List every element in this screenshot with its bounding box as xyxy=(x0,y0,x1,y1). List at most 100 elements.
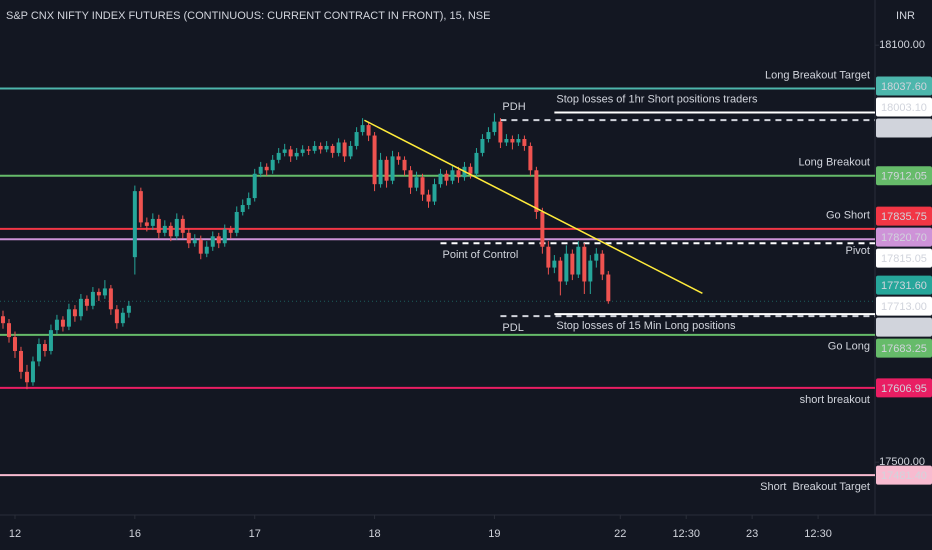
price-label: 18037.60 xyxy=(881,81,927,93)
level-label: Pivot xyxy=(846,245,870,257)
candle-body xyxy=(6,323,11,338)
price-box xyxy=(876,296,932,316)
candle-body xyxy=(528,145,533,171)
candle-body xyxy=(270,159,275,171)
candle-body xyxy=(516,139,521,143)
candle-body xyxy=(72,309,77,317)
price-label: 17912.05 xyxy=(881,171,927,183)
y-tick-label: 17500.00 xyxy=(879,456,925,468)
trendline xyxy=(364,119,703,294)
candle-body xyxy=(150,218,155,226)
candle-body xyxy=(222,229,227,244)
candle-body xyxy=(210,236,215,247)
price-label: 17606.95 xyxy=(881,383,927,395)
candle-body xyxy=(162,225,167,233)
candle-body xyxy=(240,205,245,212)
candle-body xyxy=(36,344,41,362)
candle-body xyxy=(174,218,179,237)
price-box xyxy=(876,166,932,186)
candle-body xyxy=(180,218,185,233)
x-tick-label: 17 xyxy=(249,528,261,540)
candle-body xyxy=(570,253,575,275)
candle-body xyxy=(318,145,323,150)
candle-body xyxy=(486,132,491,140)
price-label: 17835.75 xyxy=(881,211,927,223)
x-tick-label: 22 xyxy=(614,528,626,540)
price-box xyxy=(876,465,932,485)
price-box xyxy=(876,76,932,96)
price-box xyxy=(876,97,932,117)
candle-body xyxy=(384,159,389,181)
price-label: 17992.20 xyxy=(881,123,927,135)
candle-body xyxy=(168,225,173,237)
candle-body xyxy=(252,173,257,199)
candle-body xyxy=(348,145,353,157)
candle-body xyxy=(420,177,425,195)
level-label: PDL xyxy=(502,322,523,334)
candle-body xyxy=(438,173,443,185)
level-label: Go Short xyxy=(826,210,870,222)
candle-body xyxy=(114,309,119,324)
candle-body xyxy=(294,152,299,157)
price-label: 18003.10 xyxy=(881,102,927,114)
candle-body xyxy=(90,291,95,306)
candle-body xyxy=(198,239,203,254)
candle-body xyxy=(24,371,29,383)
candle-body xyxy=(564,253,569,282)
candle-body xyxy=(378,159,383,185)
level-label: short breakout xyxy=(800,394,870,406)
candle-body xyxy=(312,145,317,151)
candle-body xyxy=(606,274,611,302)
level-label: Long Breakout xyxy=(798,157,870,169)
candle-body xyxy=(132,191,137,258)
candle-body xyxy=(582,246,587,282)
candle-body xyxy=(456,170,461,178)
x-tick-label: 19 xyxy=(488,528,500,540)
candle-body xyxy=(594,253,599,261)
candle-body xyxy=(336,142,341,153)
candle-body xyxy=(126,305,131,313)
candle-body xyxy=(540,211,545,247)
candle-body xyxy=(78,298,83,317)
candle-body xyxy=(186,232,191,244)
candle-body xyxy=(120,312,125,324)
level-label: Stop losses of 1hr Short positions trade… xyxy=(556,93,758,105)
level-label: Short Breakout Target xyxy=(760,481,870,493)
candle-body xyxy=(432,184,437,202)
x-tick-label: 16 xyxy=(129,528,141,540)
price-label: 17710.20 xyxy=(881,322,927,334)
candle-body xyxy=(102,288,107,296)
candle-body xyxy=(354,132,359,146)
candle-body xyxy=(228,229,233,233)
candle-body xyxy=(546,246,551,268)
price-label: 17820.70 xyxy=(881,232,927,244)
candle-body xyxy=(396,156,401,160)
candle-body xyxy=(444,173,449,181)
level-label: PDH xyxy=(502,101,525,113)
candle-body xyxy=(138,191,143,223)
candle-body xyxy=(600,253,605,275)
candle-body xyxy=(372,135,377,185)
candle-body xyxy=(330,145,335,153)
price-label: 17731.60 xyxy=(881,280,927,292)
level-label: Point of Control xyxy=(442,249,518,261)
candle-body xyxy=(474,152,479,174)
candle-body xyxy=(0,316,5,324)
candle-body xyxy=(504,139,509,143)
x-tick-label: 18 xyxy=(368,528,380,540)
currency: INR xyxy=(896,10,915,22)
price-box xyxy=(876,227,932,247)
x-tick-label: 23 xyxy=(746,528,758,540)
price-box xyxy=(876,378,932,398)
candle-body xyxy=(408,170,413,188)
candle-body xyxy=(426,194,431,202)
candle-body xyxy=(390,156,395,181)
candle-body xyxy=(498,121,503,143)
candle-body xyxy=(264,166,269,171)
candle-body xyxy=(60,319,65,327)
candle-body xyxy=(306,149,311,151)
x-tick-label: 12 xyxy=(9,528,21,540)
candle-body xyxy=(66,309,71,327)
